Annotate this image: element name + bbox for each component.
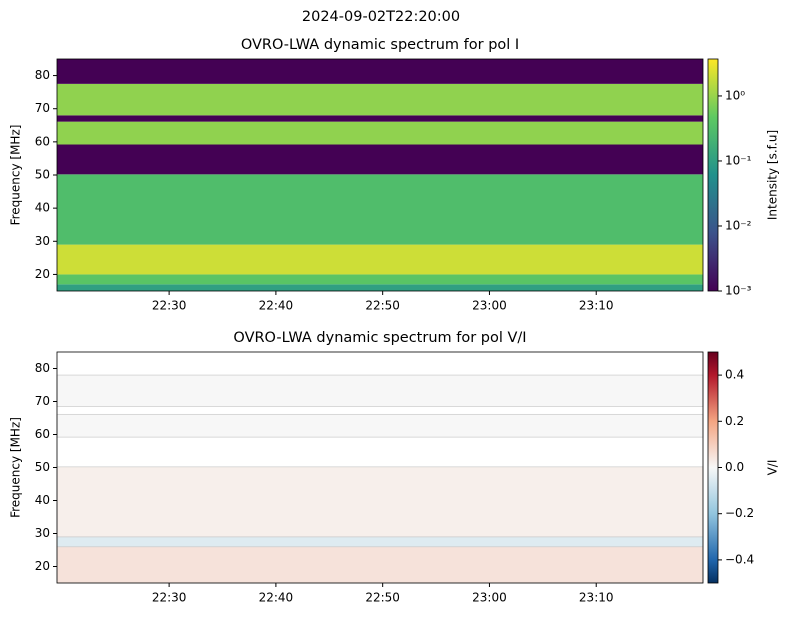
colorbar-tick-label: 0.0 bbox=[725, 460, 744, 474]
colorbar-tick-label: 10⁰ bbox=[725, 88, 745, 102]
spectrum-band bbox=[57, 121, 703, 145]
spectrum-band bbox=[57, 83, 703, 116]
spectrum-band bbox=[57, 244, 703, 275]
x-tick-label: 22:40 bbox=[259, 591, 294, 605]
y-tick-label: 60 bbox=[35, 134, 50, 148]
axes-title: OVRO-LWA dynamic spectrum for pol I bbox=[241, 37, 519, 53]
y-axis-label: Frequency [MHz] bbox=[9, 417, 23, 518]
y-tick-label: 40 bbox=[35, 201, 50, 215]
y-tick-label: 30 bbox=[35, 526, 50, 540]
spectrum-band bbox=[56, 536, 704, 548]
colorbar bbox=[707, 58, 719, 292]
colorbar-tick-label: 10⁻² bbox=[725, 218, 752, 232]
spectrum-band bbox=[57, 115, 703, 122]
spectrum-band bbox=[57, 144, 703, 175]
colorbar-tick-label: 0.4 bbox=[725, 368, 744, 382]
y-tick-label: 70 bbox=[35, 394, 50, 408]
colorbar bbox=[707, 351, 719, 584]
y-tick-label: 80 bbox=[35, 68, 50, 82]
x-tick-label: 23:00 bbox=[472, 299, 507, 313]
spectrum-band bbox=[56, 546, 704, 584]
spectrum-band bbox=[57, 59, 703, 84]
spectrum-band bbox=[57, 274, 703, 285]
y-tick-label: 40 bbox=[35, 493, 50, 507]
x-tick-label: 22:30 bbox=[152, 591, 187, 605]
colorbar-tick-label: −0.4 bbox=[725, 552, 754, 566]
x-tick-label: 23:10 bbox=[579, 299, 614, 313]
y-tick-label: 80 bbox=[35, 361, 50, 375]
y-tick-label: 50 bbox=[35, 168, 50, 182]
y-tick-label: 60 bbox=[35, 427, 50, 441]
colorbar-tick-label: 10⁻¹ bbox=[725, 153, 752, 167]
spectrum-band bbox=[56, 413, 704, 438]
colorbar-label: Intensity [s.f.u] bbox=[766, 130, 780, 220]
y-axis-label: Frequency [MHz] bbox=[9, 125, 23, 226]
y-tick-label: 70 bbox=[35, 101, 50, 115]
colorbar-tick-label: 10⁻³ bbox=[725, 284, 752, 298]
spectrum-band bbox=[56, 466, 704, 538]
x-tick-label: 22:30 bbox=[152, 299, 187, 313]
x-tick-label: 22:40 bbox=[259, 299, 294, 313]
colorbar-tick-label: 0.2 bbox=[725, 414, 744, 428]
spectrum-band bbox=[56, 374, 704, 407]
y-tick-label: 20 bbox=[35, 559, 50, 573]
colorbar-tick-label: −0.2 bbox=[725, 506, 754, 520]
y-tick-label: 50 bbox=[35, 460, 50, 474]
x-tick-label: 23:10 bbox=[579, 591, 614, 605]
spectrum-band bbox=[57, 284, 703, 291]
spectrum-band bbox=[57, 174, 703, 245]
y-tick-label: 20 bbox=[35, 267, 50, 281]
axes-title: OVRO-LWA dynamic spectrum for pol V/I bbox=[233, 330, 526, 346]
x-tick-label: 23:00 bbox=[472, 591, 507, 605]
y-tick-label: 30 bbox=[35, 234, 50, 248]
colorbar-label: V/I bbox=[766, 460, 780, 476]
x-tick-label: 22:50 bbox=[365, 591, 400, 605]
figure-title: 2024-09-02T22:20:00 bbox=[302, 9, 460, 25]
x-tick-label: 22:50 bbox=[365, 299, 400, 313]
